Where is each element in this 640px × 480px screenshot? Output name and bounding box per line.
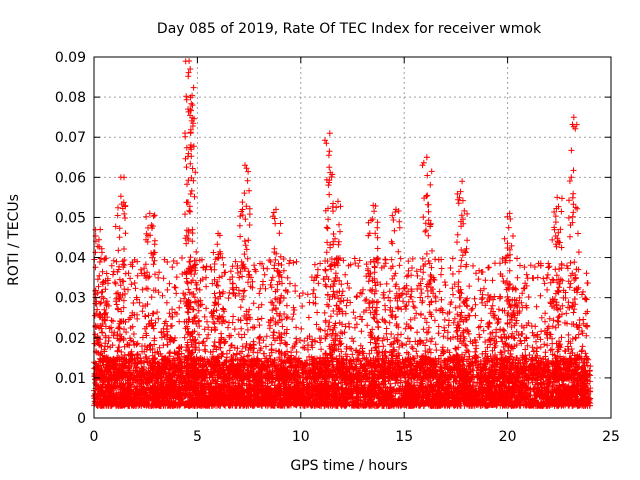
roti-series-markers — [91, 58, 594, 409]
y-tick-label: 0.02 — [55, 331, 86, 347]
y-tick-label: 0.04 — [55, 251, 86, 267]
y-tick-label: 0.05 — [55, 210, 86, 226]
y-tick-label: 0.07 — [55, 130, 86, 146]
x-axis-label: GPS time / hours — [290, 458, 407, 474]
x-tick-label: 25 — [602, 429, 620, 445]
y-tick-label: 0.01 — [55, 371, 86, 387]
y-tick-label: 0.06 — [55, 170, 86, 186]
plot-frame — [93, 56, 612, 419]
y-axis-label: ROTI / TECUs — [6, 194, 22, 286]
y-tick-labels: 0 0.01 0.02 0.03 0.04 0.05 0.06 0.07 0.08 0.09 — [55, 50, 86, 427]
y-tick-label: 0.08 — [55, 90, 86, 106]
data-points — [91, 58, 594, 409]
y-tick-label: 0.09 — [55, 50, 86, 66]
axis-ticks — [93, 56, 612, 419]
x-tick-labels: 0 5 10 15 20 25 — [90, 429, 620, 445]
x-tick-label: 10 — [292, 429, 310, 445]
x-tick-label: 15 — [395, 429, 413, 445]
x-tick-label: 5 — [193, 429, 202, 445]
grid-lines — [94, 57, 611, 418]
x-tick-label: 0 — [90, 429, 99, 445]
y-tick-label: 0 — [77, 411, 86, 427]
x-tick-label: 20 — [499, 429, 517, 445]
y-tick-label: 0.03 — [55, 291, 86, 307]
chart-title: Day 085 of 2019, Rate Of TEC Index for r… — [157, 21, 542, 37]
